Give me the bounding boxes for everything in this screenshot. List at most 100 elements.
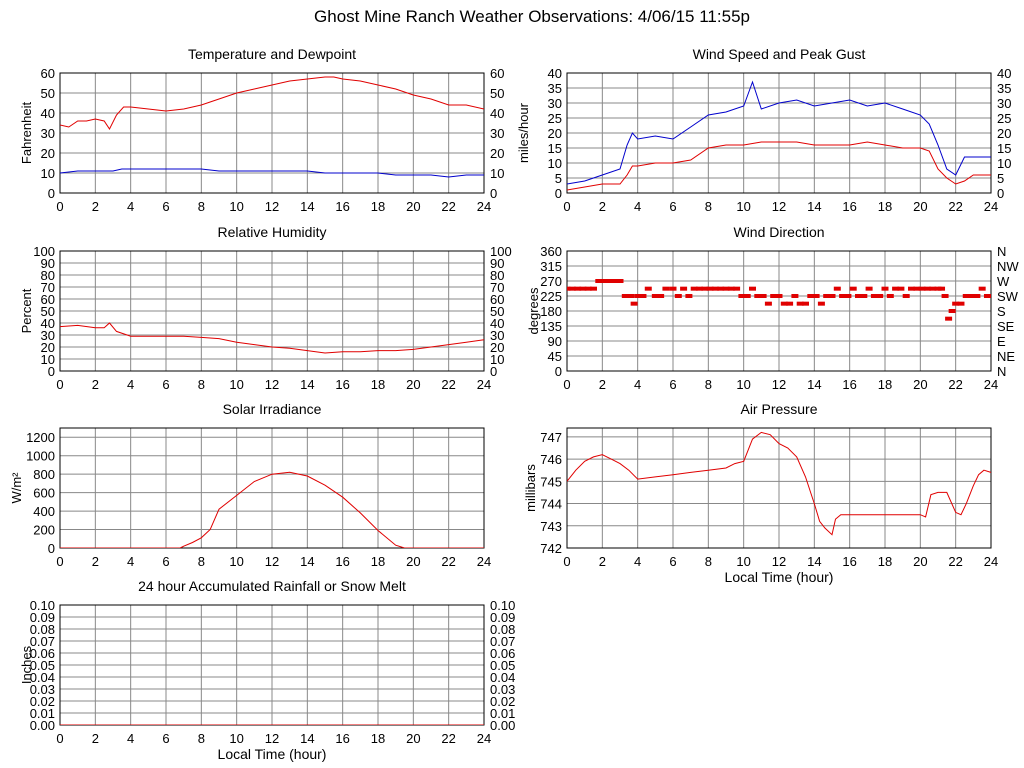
humidity-title: Relative Humidity <box>218 224 327 240</box>
x-tick-label: 2 <box>92 199 99 214</box>
data-point <box>770 294 778 298</box>
series-line-relative-humidity <box>60 322 484 354</box>
right-tick-label: 40 <box>490 106 504 121</box>
data-point <box>717 286 725 291</box>
y-tick-label: 70 <box>41 280 55 295</box>
data-point <box>812 294 820 298</box>
x-tick-label: 4 <box>634 199 641 214</box>
data-point <box>938 286 946 291</box>
data-point <box>662 286 670 291</box>
x-tick-label: 22 <box>948 554 962 569</box>
x-tick-label: 14 <box>300 731 314 746</box>
right-tick-label: 60 <box>490 292 504 307</box>
data-point <box>669 286 677 291</box>
right-tick-label: 0.03 <box>490 682 515 697</box>
y-tick-label: 50 <box>41 86 55 101</box>
right-tick-label: 20 <box>490 340 504 355</box>
y-tick-label: 90 <box>548 334 562 349</box>
data-point <box>701 286 709 291</box>
data-point <box>595 279 603 283</box>
x-tick-label: 8 <box>198 731 205 746</box>
right-tick-label: 15 <box>997 141 1011 156</box>
x-tick-label: 12 <box>265 554 279 569</box>
right-tick-label: 30 <box>997 96 1011 111</box>
right-tick-label: 80 <box>490 268 504 283</box>
y-tick-label: 0.05 <box>30 658 55 673</box>
solar-title: Solar Irradiance <box>223 401 322 417</box>
data-point <box>876 294 884 298</box>
y-tick-label: 747 <box>540 430 562 445</box>
data-point <box>706 286 714 291</box>
x-tick-label: 8 <box>198 377 205 392</box>
x-tick-label: 18 <box>371 199 385 214</box>
data-point <box>941 294 949 298</box>
data-point <box>579 286 587 291</box>
data-point <box>605 279 613 283</box>
y-tick-label: 744 <box>540 497 562 512</box>
data-point <box>627 294 635 298</box>
data-point <box>929 286 937 291</box>
rainfall-chart: 24 hour Accumulated Rainfall or Snow Mel… <box>19 578 515 762</box>
data-point <box>630 301 638 306</box>
right-tick-label: 90 <box>490 256 504 271</box>
x-tick-label: 0 <box>563 377 570 392</box>
right-tick-label: 30 <box>490 126 504 141</box>
y-tick-label: 135 <box>540 319 562 334</box>
x-tick-label: 6 <box>162 554 169 569</box>
x-tick-label: 2 <box>599 199 606 214</box>
data-point <box>680 286 688 291</box>
series-wind-direction <box>567 279 991 321</box>
x-tick-label: 18 <box>878 377 892 392</box>
x-tick-label: 6 <box>669 554 676 569</box>
x-tick-label: 20 <box>406 554 420 569</box>
right-tick-label: 10 <box>490 352 504 367</box>
x-tick-label: 20 <box>406 731 420 746</box>
y-tick-label: 0.01 <box>30 706 55 721</box>
humidity-y-axis-label: Percent <box>19 288 34 333</box>
data-point <box>908 286 915 291</box>
y-tick-label: 40 <box>41 106 55 121</box>
x-tick-label: 4 <box>127 731 134 746</box>
y-tick-label: 20 <box>548 126 562 141</box>
x-tick-label: 10 <box>229 377 243 392</box>
x-tick-label: 18 <box>371 731 385 746</box>
y-tick-label: 0 <box>555 186 562 201</box>
y-tick-label: 40 <box>548 66 562 81</box>
right-tick-label: 35 <box>997 81 1011 96</box>
wind-direction-title: Wind Direction <box>733 224 824 240</box>
series-line-dewpoint <box>60 168 484 178</box>
x-tick-label: 0 <box>563 554 570 569</box>
data-point <box>849 286 857 291</box>
data-point <box>913 286 921 291</box>
data-point <box>568 286 576 291</box>
x-tick-label: 24 <box>984 377 998 392</box>
data-point <box>833 286 841 291</box>
right-tick-label: 70 <box>490 280 504 295</box>
x-tick-label: 12 <box>772 554 786 569</box>
y-tick-label: 90 <box>41 256 55 271</box>
right-tick-label: 0.09 <box>490 610 515 625</box>
rainfall-title: 24 hour Accumulated Rainfall or Snow Mel… <box>138 578 406 594</box>
data-point <box>865 286 873 291</box>
series-line-peak-gust <box>567 80 991 185</box>
right-tick-label: W <box>997 274 1010 289</box>
x-tick-label: 18 <box>878 554 892 569</box>
data-point <box>639 294 647 298</box>
data-point <box>902 294 910 298</box>
data-point <box>948 309 956 313</box>
x-tick-label: 24 <box>984 554 998 569</box>
x-tick-label: 12 <box>265 377 279 392</box>
x-tick-label: 16 <box>335 554 349 569</box>
data-point <box>754 294 762 298</box>
right-tick-label: 0.04 <box>490 670 515 685</box>
y-tick-label: 0.03 <box>30 682 55 697</box>
x-tick-label: 18 <box>371 554 385 569</box>
x-tick-label: 0 <box>56 377 63 392</box>
right-tick-label: 50 <box>490 304 504 319</box>
x-tick-label: 18 <box>878 199 892 214</box>
y-tick-label: 100 <box>33 244 55 259</box>
x-tick-label: 24 <box>477 377 491 392</box>
data-point <box>817 301 825 306</box>
